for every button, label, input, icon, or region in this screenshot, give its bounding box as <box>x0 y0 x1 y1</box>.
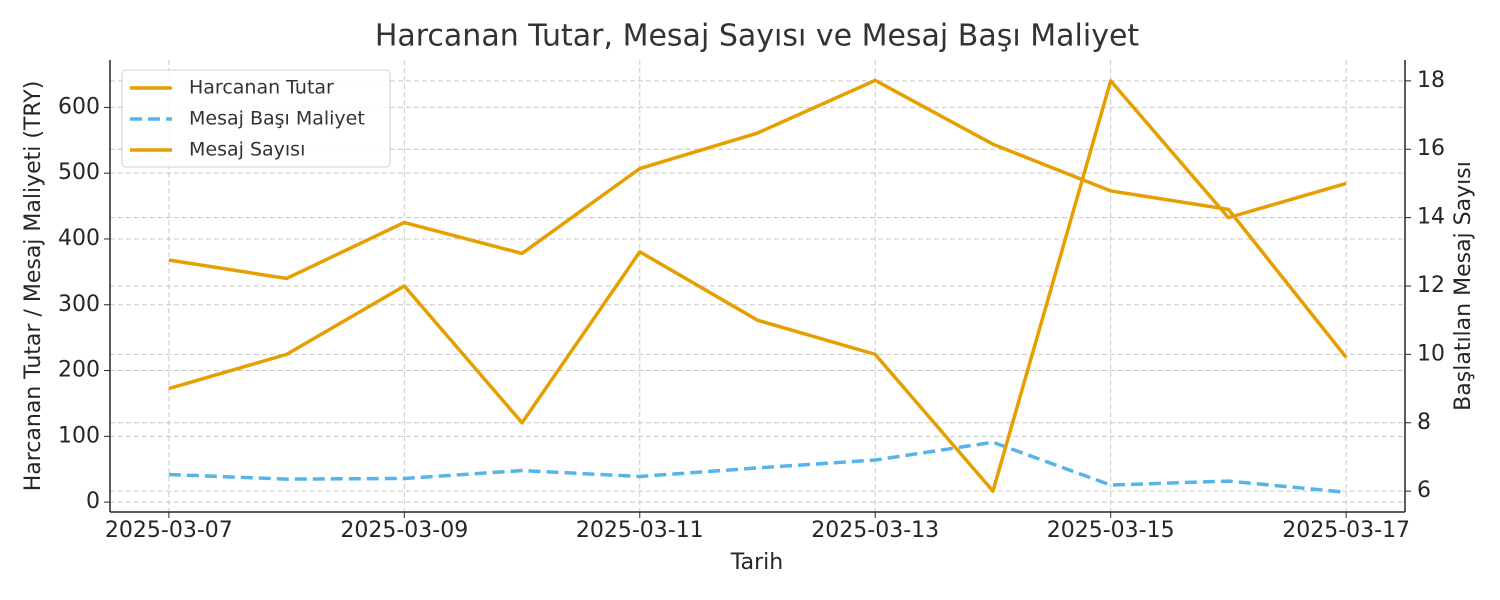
x-axis-label: Tarih <box>730 550 783 575</box>
series-line <box>168 78 1348 359</box>
y2-tick-label: 18 <box>1417 68 1445 93</box>
legend-label: Mesaj Sayısı <box>189 139 305 161</box>
x-tick-label: 2025-03-17 <box>1282 518 1410 543</box>
x-tick-label: 2025-03-13 <box>811 518 939 543</box>
y2-tick-label: 10 <box>1417 341 1445 366</box>
legend-label: Harcanan Tutar <box>189 77 334 99</box>
x-tick-label: 2025-03-09 <box>340 518 468 543</box>
y2-tick-label: 6 <box>1417 478 1431 503</box>
y-tick-label: 100 <box>58 423 100 448</box>
series-line <box>168 79 1347 493</box>
y2-tick-label: 16 <box>1417 136 1445 161</box>
y-tick-label: 0 <box>86 489 100 514</box>
y2-tick-label: 12 <box>1417 273 1445 298</box>
series-line <box>168 440 1347 495</box>
y-tick-label: 200 <box>58 358 100 383</box>
y-tick-label: 400 <box>58 226 100 251</box>
y-axis-label: Harcanan Tutar / Mesaj Maliyeti (TRY) <box>21 81 46 492</box>
y2-tick-label: 8 <box>1417 410 1431 435</box>
y-tick-label: 600 <box>58 94 100 119</box>
chart-title: Harcanan Tutar, Mesaj Sayısı ve Mesaj Ba… <box>375 19 1140 54</box>
y-tick-label: 500 <box>58 160 100 185</box>
y2-tick-label: 14 <box>1417 205 1445 230</box>
y-tick-label: 300 <box>58 292 100 317</box>
legend-box <box>121 69 391 168</box>
y2-axis-label: Başlatılan Mesaj Sayısı <box>1451 161 1476 411</box>
x-tick-label: 2025-03-07 <box>105 518 233 543</box>
legend-label: Mesaj Başı Maliyet <box>189 108 365 130</box>
x-tick-label: 2025-03-15 <box>1047 518 1175 543</box>
legend: Harcanan Tutar Mesaj Başı Maliyet Mesaj Sa… <box>121 69 391 168</box>
x-tick-label: 2025-03-11 <box>576 518 704 543</box>
